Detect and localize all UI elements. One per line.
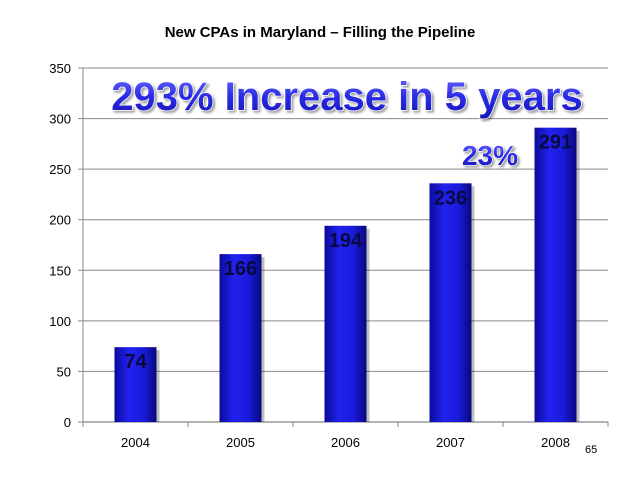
data-label: 166 [224,258,257,280]
y-tick-label: 200 [49,213,71,228]
data-label: 236 [434,187,467,209]
data-label: 74 [124,351,147,373]
y-tick-label: 350 [49,61,71,76]
bar [534,127,577,422]
bar [429,183,472,422]
data-label: 194 [329,230,363,252]
y-tick-label: 250 [49,162,71,177]
bar [114,347,157,422]
y-tick-label: 50 [57,364,71,379]
x-tick-label: 2004 [121,435,150,450]
annotation-growth: 23% [462,140,518,171]
y-tick-label: 300 [49,112,71,127]
bar [219,254,262,422]
y-tick-label: 0 [64,415,71,430]
y-tick-label: 150 [49,263,71,278]
data-label: 291 [539,132,572,154]
bar [324,225,367,422]
chart-title: New CPAs in Maryland – Filling the Pipel… [164,24,476,41]
x-tick-label: 2005 [226,435,255,450]
x-tick-label: 2006 [331,435,360,450]
page-number: 65 [585,444,598,456]
annotation-increase: 293% Increase in 5 years [111,75,582,119]
y-tick-label: 100 [49,314,71,329]
x-tick-label: 2007 [436,435,465,450]
x-tick-label: 2008 [541,435,570,450]
